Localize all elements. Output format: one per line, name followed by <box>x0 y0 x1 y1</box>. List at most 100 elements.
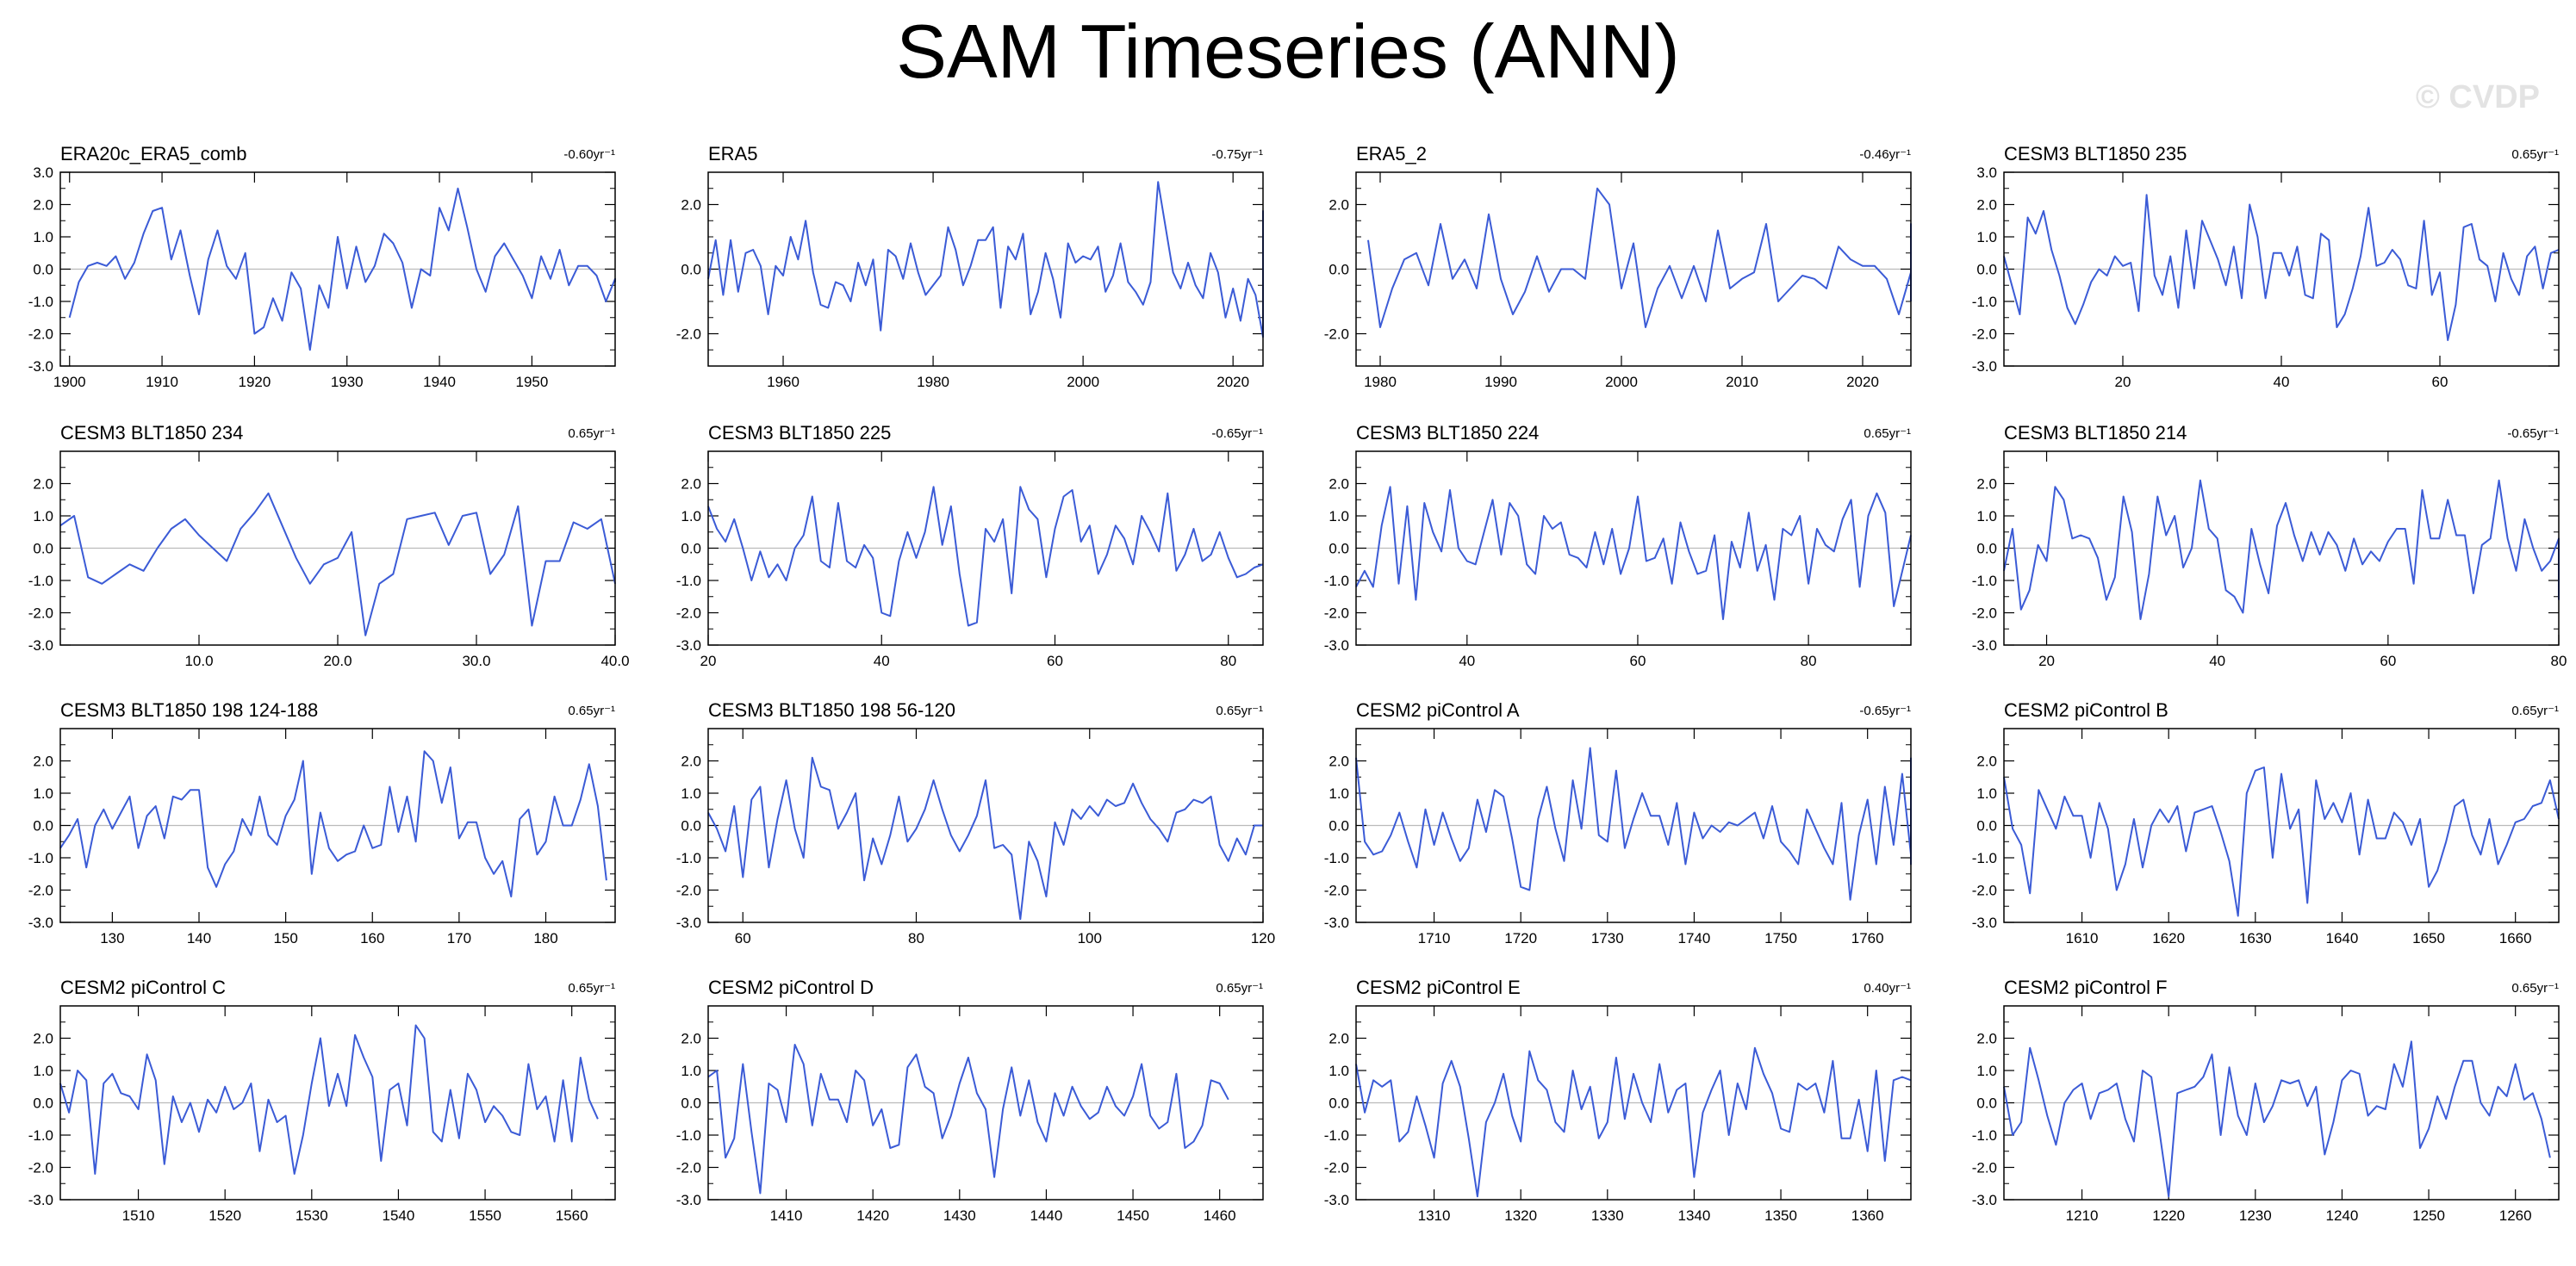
y-tick-label: -3.0 <box>28 915 53 931</box>
y-tick-label: -2.0 <box>1324 1160 1349 1176</box>
x-tick-label: 100 <box>1078 930 1102 946</box>
y-tick-label: 1.0 <box>1328 785 1349 802</box>
y-tick-label: 1.0 <box>1976 229 1997 245</box>
y-tick-label: 0.0 <box>1976 1095 1997 1112</box>
x-tick-label: 1350 <box>1764 1207 1797 1224</box>
y-tick-label: -2.0 <box>1324 605 1349 622</box>
y-tick-label: 0.0 <box>681 818 701 835</box>
x-tick-label: 1530 <box>296 1207 328 1224</box>
x-tick-label: 180 <box>533 930 557 946</box>
plot-frame <box>707 450 1264 646</box>
x-tick-label: 2020 <box>1846 374 1879 390</box>
plot-frame <box>2003 1005 2560 1201</box>
y-tick-label: 2.0 <box>1328 476 1349 493</box>
y-tick-label: -3.0 <box>28 637 53 654</box>
y-tick-label: 1.0 <box>33 1063 53 1079</box>
series-line <box>707 756 1263 921</box>
x-tick-label: 1430 <box>943 1207 976 1224</box>
x-tick-label: 1960 <box>767 374 800 390</box>
x-tick-label: 2000 <box>1067 374 1099 390</box>
y-tick-label: 2.0 <box>681 476 701 493</box>
panel-title: CESM3 BLT1850 214 <box>2004 422 2187 444</box>
y-tick-label: -3.0 <box>1972 358 1997 375</box>
x-tick-label: 130 <box>100 930 124 946</box>
y-tick-label: -1.0 <box>1972 573 1997 589</box>
x-tick-label: 1980 <box>917 374 949 390</box>
panel-title: ERA5_2 <box>1356 143 1427 164</box>
y-tick-label: 0.0 <box>1328 541 1349 557</box>
y-tick-label: 2.0 <box>1976 476 1997 493</box>
y-tick-label: -2.0 <box>676 605 701 622</box>
y-tick-label: 1.0 <box>1976 1063 1997 1079</box>
panel-6: CESM3 BLT1850 225 -0.65yr⁻¹ 2.0 1.0 0.0 -1.0 -… <box>676 422 1264 669</box>
panel-3: ERA5_2 -0.46yr⁻¹ 2.0 0.0 -2.0 1980 1990 2000 201… <box>1324 143 1912 390</box>
y-tick-label: -3.0 <box>676 1192 701 1208</box>
x-tick-label: 1330 <box>1591 1207 1624 1224</box>
x-tick-label: 1940 <box>423 374 456 390</box>
trend-label: 0.65yr⁻¹ <box>2511 704 2559 718</box>
x-tick-label: 2000 <box>1605 374 1638 390</box>
plot-frame <box>1355 728 1912 923</box>
y-tick-label: 0.0 <box>1328 818 1349 835</box>
y-tick-label: -3.0 <box>1972 637 1997 654</box>
y-tick-label: 2.0 <box>33 1031 53 1047</box>
panel-title: CESM2 piControl D <box>708 977 874 998</box>
y-tick-label: -2.0 <box>1324 883 1349 899</box>
y-tick-label: 1.0 <box>1976 785 1997 802</box>
panel-title: CESM3 BLT1850 224 <box>1356 422 1539 444</box>
y-tick-label: -3.0 <box>1972 1192 1997 1208</box>
plot-frame <box>1355 1005 1912 1201</box>
y-tick-label: 1.0 <box>681 785 701 802</box>
series-line <box>2003 194 2560 341</box>
series-line <box>707 1044 1229 1195</box>
x-tick-label: 160 <box>360 930 384 946</box>
series-line <box>59 750 607 897</box>
x-tick-label: 120 <box>1251 930 1275 946</box>
x-tick-label: 1340 <box>1678 1207 1711 1224</box>
plot-frame <box>59 450 616 646</box>
y-tick-label: 1.0 <box>681 508 701 524</box>
y-tick-label: 1.0 <box>33 785 53 802</box>
panel-2: ERA5 -0.75yr⁻¹ 2.0 0.0 -2.0 1960 1980 2000 2020 <box>676 143 1264 390</box>
plot-frame <box>59 1005 616 1201</box>
y-tick-label: -1.0 <box>1972 850 1997 866</box>
x-tick-label: 1730 <box>1591 930 1624 946</box>
x-tick-label: 1660 <box>2499 930 2532 946</box>
panel-14: CESM2 piControl D 0.65yr⁻¹ 2.0 1.0 0.0 -1.0 -2… <box>676 977 1264 1224</box>
x-tick-label: 1640 <box>2326 930 2359 946</box>
panel-title: CESM3 BLT1850 234 <box>60 422 243 444</box>
watermark-logo: © CVDP <box>2415 79 2540 115</box>
panel-title: CESM3 BLT1850 198 124-188 <box>60 699 318 721</box>
y-tick-label: -1.0 <box>1972 294 1997 310</box>
y-tick-label: -2.0 <box>676 326 701 343</box>
panel-11: CESM2 piControl A -0.65yr⁻¹ 2.0 1.0 0.0 -1.0 -… <box>1324 699 1912 946</box>
series-line <box>1355 747 1912 901</box>
plot-frame <box>59 728 616 923</box>
y-tick-label: -1.0 <box>676 1127 701 1144</box>
x-tick-label: 1760 <box>1851 930 1884 946</box>
x-tick-label: 1550 <box>469 1207 501 1224</box>
y-tick-label: -1.0 <box>1324 573 1349 589</box>
x-tick-label: 1740 <box>1678 930 1711 946</box>
y-tick-label: -2.0 <box>28 605 53 622</box>
y-tick-label: 2.0 <box>33 476 53 493</box>
y-tick-label: -1.0 <box>28 850 53 866</box>
plot-frame <box>2003 450 2560 646</box>
trend-label: 0.65yr⁻¹ <box>1216 981 1263 996</box>
x-tick-label: 1620 <box>2152 930 2185 946</box>
y-tick-label: 0.0 <box>1976 541 1997 557</box>
y-tick-label: 1.0 <box>33 508 53 524</box>
x-tick-label: 60 <box>735 930 751 946</box>
x-tick-label: 20.0 <box>323 653 352 669</box>
x-tick-label: 40 <box>1459 653 1475 669</box>
x-tick-label: 1360 <box>1851 1207 1884 1224</box>
series-line <box>2003 766 2560 917</box>
trend-label: 0.65yr⁻¹ <box>568 426 615 441</box>
x-tick-label: 1920 <box>238 374 271 390</box>
panel-16: CESM2 piControl F 0.65yr⁻¹ 2.0 1.0 0.0 -1.0 -2… <box>1972 977 2560 1224</box>
trend-label: 0.40yr⁻¹ <box>1864 981 1911 996</box>
plot-frame <box>59 171 616 367</box>
y-tick-label: -3.0 <box>28 358 53 375</box>
y-tick-label: 0.0 <box>33 541 53 557</box>
